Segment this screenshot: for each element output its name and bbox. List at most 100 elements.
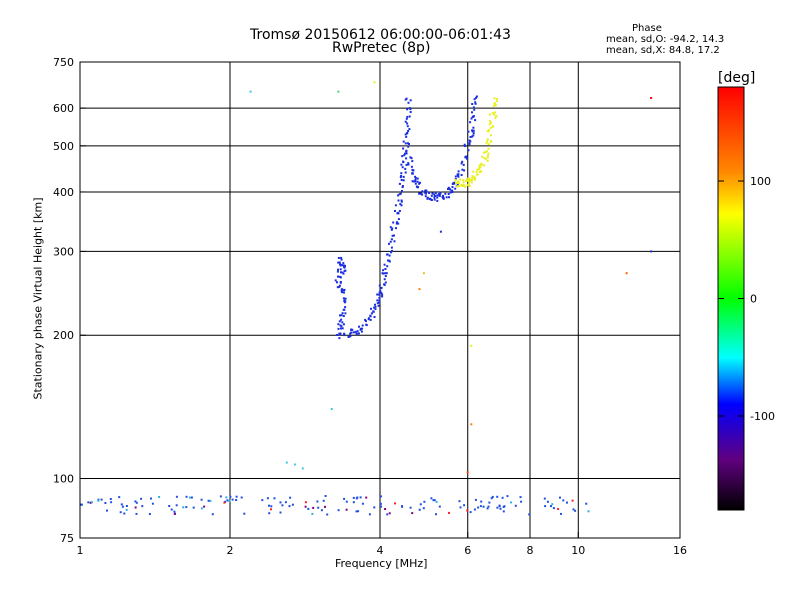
data-point xyxy=(463,143,466,146)
data-point xyxy=(140,497,143,500)
data-point xyxy=(304,505,307,508)
grid-lines xyxy=(80,62,680,538)
data-point xyxy=(405,152,408,155)
data-point xyxy=(185,495,188,498)
data-point xyxy=(337,261,340,264)
data-point xyxy=(372,310,375,313)
data-point xyxy=(231,498,234,501)
data-point xyxy=(334,279,337,282)
data-point xyxy=(279,511,282,514)
data-point xyxy=(397,194,400,197)
data-point xyxy=(343,266,346,269)
data-point xyxy=(211,513,214,516)
data-point xyxy=(307,507,310,510)
data-point xyxy=(388,242,390,245)
data-point xyxy=(462,184,465,187)
data-point xyxy=(543,497,546,500)
data-point xyxy=(365,324,368,327)
data-point xyxy=(489,120,491,123)
data-point xyxy=(496,506,499,509)
data-point xyxy=(486,159,489,162)
data-point xyxy=(414,175,417,178)
data-point xyxy=(428,192,431,194)
data-point xyxy=(436,196,439,199)
data-point xyxy=(550,505,552,508)
data-point xyxy=(482,505,485,508)
data-point xyxy=(249,90,252,93)
data-point xyxy=(357,510,360,513)
data-point xyxy=(316,500,319,503)
data-point xyxy=(411,512,414,515)
y-tick-label: 100 xyxy=(53,473,74,486)
data-point xyxy=(491,495,494,498)
data-point xyxy=(203,505,206,508)
data-point xyxy=(416,180,419,183)
data-point xyxy=(441,196,444,198)
y-tick-label: 400 xyxy=(53,186,74,199)
data-point xyxy=(489,121,492,124)
data-point xyxy=(209,499,212,502)
data-point xyxy=(560,512,562,515)
data-point xyxy=(390,246,393,249)
data-point xyxy=(339,332,342,335)
data-point xyxy=(418,288,421,291)
data-point xyxy=(410,157,413,160)
data-point xyxy=(228,499,231,502)
data-point xyxy=(97,499,100,502)
data-point xyxy=(340,271,342,274)
data-point xyxy=(412,169,415,172)
data-point xyxy=(225,496,228,499)
data-point xyxy=(407,163,410,166)
data-point xyxy=(562,499,565,502)
data-point xyxy=(398,182,401,185)
data-point xyxy=(223,501,226,504)
data-point xyxy=(466,157,468,160)
data-point xyxy=(430,497,433,500)
data-point xyxy=(322,499,325,502)
data-point xyxy=(338,284,341,287)
data-point xyxy=(404,152,406,155)
data-point xyxy=(400,163,403,166)
data-point xyxy=(402,161,405,164)
data-point xyxy=(404,171,407,174)
data-point xyxy=(405,163,408,166)
data-point xyxy=(229,495,232,498)
data-point xyxy=(466,509,469,512)
data-point xyxy=(486,154,489,157)
data-point xyxy=(293,463,296,466)
data-point xyxy=(401,505,404,508)
data-point xyxy=(475,96,478,99)
data-point xyxy=(235,499,238,501)
data-point xyxy=(173,512,176,515)
data-point xyxy=(454,175,457,178)
data-point xyxy=(469,121,472,124)
data-point xyxy=(406,122,409,125)
data-point xyxy=(343,291,345,294)
data-point xyxy=(338,337,341,340)
data-point xyxy=(439,230,442,233)
data-point xyxy=(490,140,492,143)
data-point xyxy=(520,500,523,503)
data-point xyxy=(341,327,344,330)
data-point xyxy=(432,499,435,502)
data-point xyxy=(410,165,413,168)
data-point xyxy=(175,495,178,498)
data-point xyxy=(388,254,391,257)
data-point xyxy=(418,182,421,185)
data-point xyxy=(352,331,355,334)
phase-heading: Phase xyxy=(632,23,662,34)
data-point xyxy=(454,187,457,190)
data-point xyxy=(470,117,473,120)
data-point xyxy=(474,498,477,501)
data-point xyxy=(404,98,407,101)
data-point xyxy=(469,136,472,138)
data-point xyxy=(422,272,425,275)
data-point xyxy=(384,272,387,275)
data-point xyxy=(396,221,398,224)
data-point xyxy=(367,318,370,321)
data-point xyxy=(463,169,466,172)
data-point xyxy=(476,168,479,171)
data-point xyxy=(468,180,471,183)
phase-mean-x: mean, sd,X: 84.8, 17.2 xyxy=(606,45,720,56)
data-point xyxy=(469,140,472,143)
